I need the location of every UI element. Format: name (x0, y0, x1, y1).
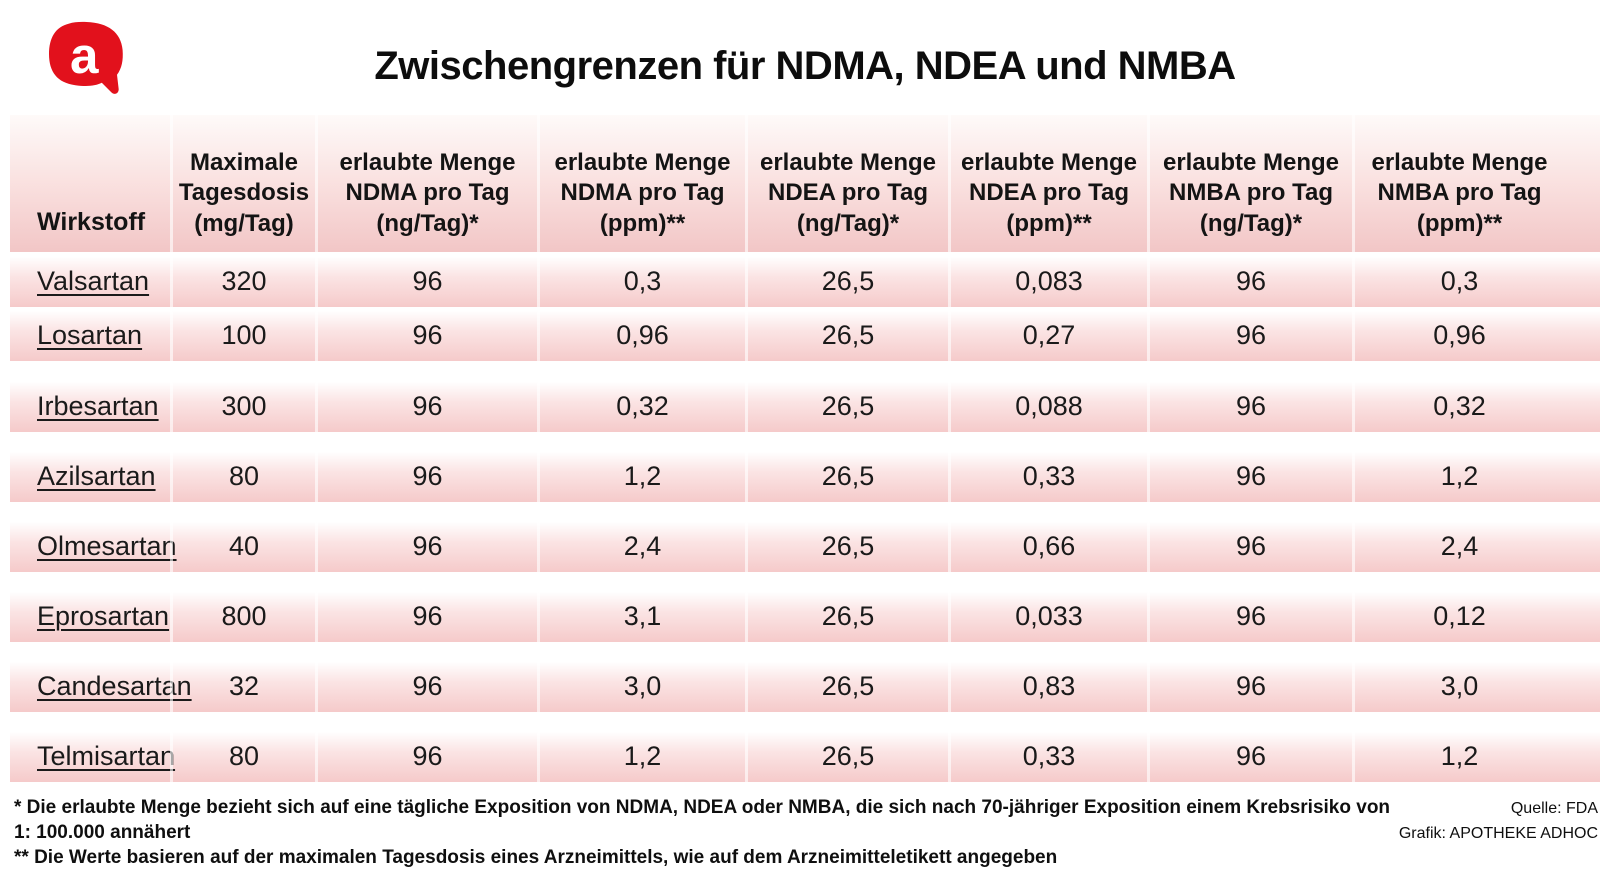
cell-value: 96 (1147, 730, 1352, 782)
cell-value: 96 (315, 380, 537, 432)
cell-value: 26,5 (745, 520, 948, 572)
cell-value: 3,0 (537, 660, 745, 712)
column-header-max-tagesdosis: Maximale Tagesdosis (mg/Tag) (170, 115, 315, 252)
footnote-double-asterisk: ** Die Werte basieren auf der maximalen … (14, 847, 1058, 869)
column-header-nmba-ppm: erlaubte Menge NMBA pro Tag (ppm)** (1352, 115, 1600, 252)
cell-value: 100 (170, 309, 315, 361)
table-row-candesartan: Candesartan 32 96 3,0 26,5 0,83 96 3,0 (10, 660, 1600, 712)
table-header-row: Wirkstoff Maximale Tagesdosis (mg/Tag) e… (10, 115, 1600, 252)
title-area: Zwischengrenzen für NDMA, NDEA und NMBA (0, 0, 1610, 89)
graphic-credit: Grafik: APOTHEKE ADHOC (1398, 824, 1598, 842)
limits-table: Wirkstoff Maximale Tagesdosis (mg/Tag) e… (10, 115, 1600, 782)
wirkstoff-link-candesartan[interactable]: Candesartan (37, 670, 192, 701)
cell-value: 96 (315, 730, 537, 782)
cell-value: 0,96 (1352, 309, 1600, 361)
cell-value: 1,2 (537, 450, 745, 502)
footer: * Die erlaubte Menge bezieht sich auf ei… (14, 795, 1598, 870)
logo-bubble-icon: a (49, 21, 123, 94)
cell-value: 40 (170, 520, 315, 572)
cell-value: 32 (170, 660, 315, 712)
column-header-nmba-ng: erlaubte Menge NMBA pro Tag (ng/Tag)* (1147, 115, 1352, 252)
credits: Quelle: FDA Grafik: APOTHEKE ADHOC (1399, 795, 1598, 847)
table-row-azilsartan: Azilsartan 80 96 1,2 26,5 0,33 96 1,2 (10, 450, 1600, 502)
cell-value: 26,5 (745, 450, 948, 502)
cell-value: 26,5 (745, 309, 948, 361)
wirkstoff-link-losartan[interactable]: Losartan (37, 319, 143, 350)
cell-value: 26,5 (745, 590, 948, 642)
cell-value: 96 (1147, 520, 1352, 572)
cell-value: 96 (315, 450, 537, 502)
cell-value: 0,083 (948, 255, 1147, 307)
column-header-ndea-ppm: erlaubte Menge NDEA pro Tag (ppm)** (948, 115, 1147, 252)
cell-value: 80 (170, 730, 315, 782)
wirkstoff-link-olmesartan[interactable]: Olmesartan (37, 530, 177, 561)
cell-value: 96 (315, 309, 537, 361)
footnote-asterisk: * Die erlaubte Menge bezieht sich auf ei… (14, 797, 1391, 844)
cell-value: 3,0 (1352, 660, 1600, 712)
column-header-ndma-ng: erlaubte Menge NDMA pro Tag (ng/Tag)* (315, 115, 537, 252)
cell-value: 0,96 (537, 309, 745, 361)
cell-value: 0,83 (948, 660, 1147, 712)
logo-letter: a (70, 27, 99, 84)
cell-value: 96 (1147, 590, 1352, 642)
cell-value: 96 (315, 520, 537, 572)
table-row-losartan: Losartan 100 96 0,96 26,5 0,27 96 0,96 (10, 309, 1600, 361)
footnotes: * Die erlaubte Menge bezieht sich auf ei… (14, 795, 1399, 870)
cell-value: 800 (170, 590, 315, 642)
table-row-valsartan: Valsartan 320 96 0,3 26,5 0,083 96 0,3 (10, 255, 1600, 307)
cell-value: 26,5 (745, 660, 948, 712)
cell-value: 96 (315, 590, 537, 642)
apotheke-adhoc-logo: a (45, 12, 125, 104)
cell-value: 1,2 (537, 730, 745, 782)
cell-value: 80 (170, 450, 315, 502)
wirkstoff-link-telmisartan[interactable]: Telmisartan (37, 740, 176, 771)
cell-value: 0,33 (948, 730, 1147, 782)
cell-value: 96 (1147, 255, 1352, 307)
cell-value: 96 (1147, 450, 1352, 502)
wirkstoff-link-azilsartan[interactable]: Azilsartan (37, 460, 156, 491)
cell-value: 26,5 (745, 255, 948, 307)
cell-value: 3,1 (537, 590, 745, 642)
cell-value: 0,33 (948, 450, 1147, 502)
table-row-telmisartan: Telmisartan 80 96 1,2 26,5 0,33 96 1,2 (10, 730, 1600, 782)
cell-value: 0,27 (948, 309, 1147, 361)
cell-value: 2,4 (537, 520, 745, 572)
cell-value: 1,2 (1352, 450, 1600, 502)
cell-value: 96 (1147, 660, 1352, 712)
cell-value: 0,3 (1352, 255, 1600, 307)
page-title: Zwischengrenzen für NDMA, NDEA und NMBA (374, 44, 1236, 88)
cell-value: 96 (315, 660, 537, 712)
cell-value: 1,2 (1352, 730, 1600, 782)
cell-value: 0,033 (948, 590, 1147, 642)
cell-value: 0,088 (948, 380, 1147, 432)
wirkstoff-link-irbesartan[interactable]: Irbesartan (37, 390, 159, 421)
cell-value: 300 (170, 380, 315, 432)
cell-value: 2,4 (1352, 520, 1600, 572)
cell-value: 0,12 (1352, 590, 1600, 642)
wirkstoff-link-valsartan[interactable]: Valsartan (37, 265, 150, 296)
cell-value: 0,66 (948, 520, 1147, 572)
cell-value: 26,5 (745, 730, 948, 782)
cell-value: 0,32 (1352, 380, 1600, 432)
wirkstoff-link-eprosartan[interactable]: Eprosartan (37, 600, 170, 631)
cell-value: 96 (1147, 309, 1352, 361)
cell-value: 320 (170, 255, 315, 307)
source-credit: Quelle: FDA (1510, 800, 1598, 817)
cell-value: 0,3 (537, 255, 745, 307)
column-header-ndea-ng: erlaubte Menge NDEA pro Tag (ng/Tag)* (745, 115, 948, 252)
column-header-wirkstoff: Wirkstoff (37, 208, 146, 237)
column-header-ndma-ppm: erlaubte Menge NDMA pro Tag (ppm)** (537, 115, 745, 252)
table-row-olmesartan: Olmesartan 40 96 2,4 26,5 0,66 96 2,4 (10, 520, 1600, 572)
cell-value: 96 (1147, 380, 1352, 432)
table-row-eprosartan: Eprosartan 800 96 3,1 26,5 0,033 96 0,12 (10, 590, 1600, 642)
cell-value: 96 (315, 255, 537, 307)
cell-value: 26,5 (745, 380, 948, 432)
table-row-irbesartan: Irbesartan 300 96 0,32 26,5 0,088 96 0,3… (10, 380, 1600, 432)
cell-value: 0,32 (537, 380, 745, 432)
